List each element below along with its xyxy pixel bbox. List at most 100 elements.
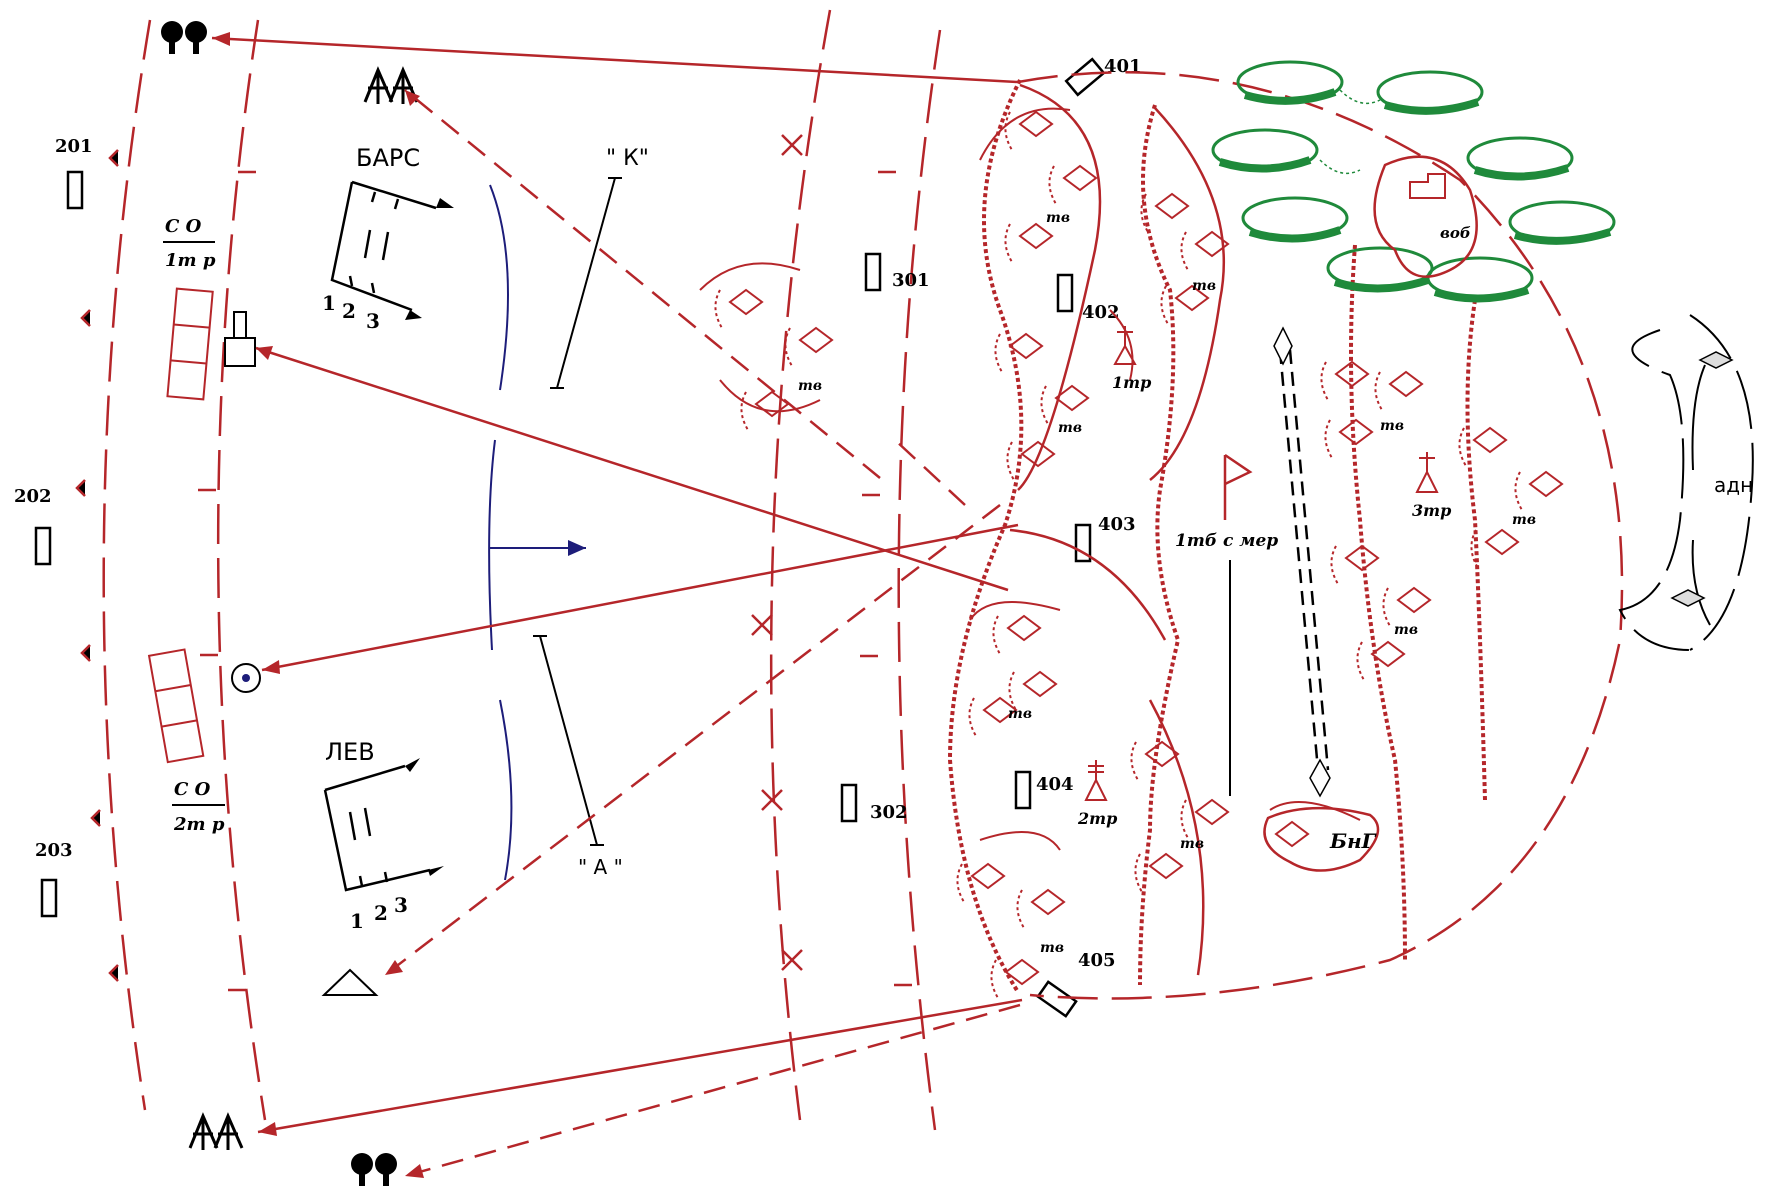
post-405-marker: [1036, 980, 1078, 1018]
label-203: 203: [35, 840, 73, 861]
co1-top-label: С О: [165, 216, 202, 237]
tank-icon: [1180, 798, 1230, 839]
unit-bars: БАРС 1 2 3: [322, 144, 454, 333]
post-403-marker: [1074, 523, 1092, 563]
conifer-tree-icon: [188, 66, 419, 1150]
tank-icon: [1324, 418, 1374, 459]
platoon-2tr-marker: [1084, 760, 1108, 801]
reserve-route: [1273, 326, 1331, 798]
tank-icon: [992, 614, 1042, 655]
svg-text:тв: тв: [1046, 210, 1070, 226]
support-unit-1tr: С О 1т р: [163, 216, 216, 401]
svg-text:2: 2: [374, 901, 388, 925]
tv-labels: тв тв тв тв тв тв тв тв тв тв: [798, 210, 1536, 956]
observation-post-icon: [224, 311, 256, 367]
a-line-label: " А ": [578, 855, 623, 879]
wood-area: [1211, 60, 1616, 303]
phase-line-a: " А ": [533, 635, 623, 879]
svg-text:тв: тв: [1040, 940, 1064, 956]
platoon-1tr-marker: [1113, 326, 1137, 365]
enemy-defense-zone: [947, 71, 1624, 1000]
position-markers: [34, 57, 1106, 1018]
svg-text:тв: тв: [798, 378, 822, 394]
triangle-landmark-icon: [321, 968, 379, 996]
svg-text:1: 1: [322, 291, 336, 315]
svg-text:3: 3: [394, 893, 408, 917]
tank-icon: [1356, 640, 1406, 681]
tank-icon: [1330, 544, 1380, 585]
tank-icon: [1130, 740, 1180, 781]
support-unit-2tr: С О 2т р: [147, 648, 225, 835]
co2-top-label: С О: [174, 779, 211, 800]
tank-icon: [1274, 820, 1310, 848]
bng-label: БнГ: [1329, 829, 1377, 853]
command-post-icon: [231, 663, 261, 693]
co2-bottom-label: 2т р: [173, 814, 225, 835]
fire-lines: [211, 36, 1023, 1178]
tank-icon: [1382, 586, 1432, 627]
tank-icon: [784, 326, 834, 367]
label-403: 403: [1098, 514, 1136, 535]
rear-boundary-lines: [75, 9, 942, 1131]
svg-text:3: 3: [366, 309, 380, 333]
post-202-marker: [34, 526, 52, 566]
co1-bottom-label: 1т р: [165, 250, 216, 271]
label-201: 201: [55, 136, 93, 157]
post-301-marker: [864, 252, 882, 292]
vob-label: воб: [1440, 224, 1471, 242]
tank-icon: [1040, 384, 1090, 425]
tank-icon: [994, 332, 1044, 373]
svg-text:1: 1: [350, 909, 364, 933]
tank-icon: [1008, 670, 1058, 711]
tank-icon: [1016, 888, 1066, 929]
tank-icon: [1160, 284, 1210, 325]
label-405: 405: [1078, 950, 1116, 971]
label-402: 402: [1082, 302, 1120, 323]
svg-text:тв: тв: [1512, 512, 1536, 528]
post-201-marker: [66, 170, 84, 210]
tank-icon: [1698, 351, 1734, 369]
tank-icon: [1134, 852, 1184, 893]
tank-icon: [1006, 440, 1056, 481]
tank-icon: [714, 288, 764, 329]
platoon-markers: [1084, 326, 1439, 801]
tank-icon: [1670, 589, 1706, 607]
tank-icon: [1514, 470, 1564, 511]
tank-icon: [968, 696, 1018, 737]
bng-area: БнГ: [1263, 806, 1380, 872]
tank-icon: [1458, 426, 1508, 467]
lev-label: ЛЕВ: [325, 738, 375, 766]
tank-icon: [1374, 370, 1424, 411]
label-1tb-mep: 1тб с мер: [1175, 531, 1278, 551]
adn-label: адн: [1714, 473, 1753, 497]
flag-icon: [1223, 453, 1253, 520]
tank-icon: [740, 390, 790, 431]
label-202: 202: [14, 486, 52, 507]
tank-icon: [1470, 528, 1520, 569]
svg-text:тв: тв: [1058, 420, 1082, 436]
platoon-3tr-marker: [1415, 452, 1439, 493]
post-302-marker: [840, 783, 858, 823]
tank-icon: [1320, 360, 1370, 401]
svg-text:тв: тв: [1008, 706, 1032, 722]
post-401-marker: [1064, 57, 1106, 97]
label-404: 404: [1036, 774, 1074, 795]
tank-icon: [1140, 192, 1190, 233]
label-2tr: 2тр: [1077, 809, 1117, 828]
label-301: 301: [892, 270, 930, 291]
unit-lev: ЛЕВ 1 2 3: [323, 738, 444, 933]
post-402-marker: [1056, 273, 1074, 313]
svg-text:тв: тв: [1380, 418, 1404, 434]
label-302: 302: [870, 802, 908, 823]
fire-line-arrowheads: [212, 32, 424, 1178]
tank-icon: [990, 958, 1040, 999]
svg-text:тв: тв: [1192, 278, 1216, 294]
position-labels: 201 202 203 301 302 401 402 403 404 405: [14, 56, 1142, 971]
svg-text:тв: тв: [1394, 622, 1418, 638]
tank-icon: [1004, 222, 1054, 263]
svg-text:2: 2: [342, 299, 356, 323]
tank-icon: [1180, 230, 1230, 271]
post-404-marker: [1014, 770, 1032, 810]
bars-label: БАРС: [356, 144, 420, 172]
